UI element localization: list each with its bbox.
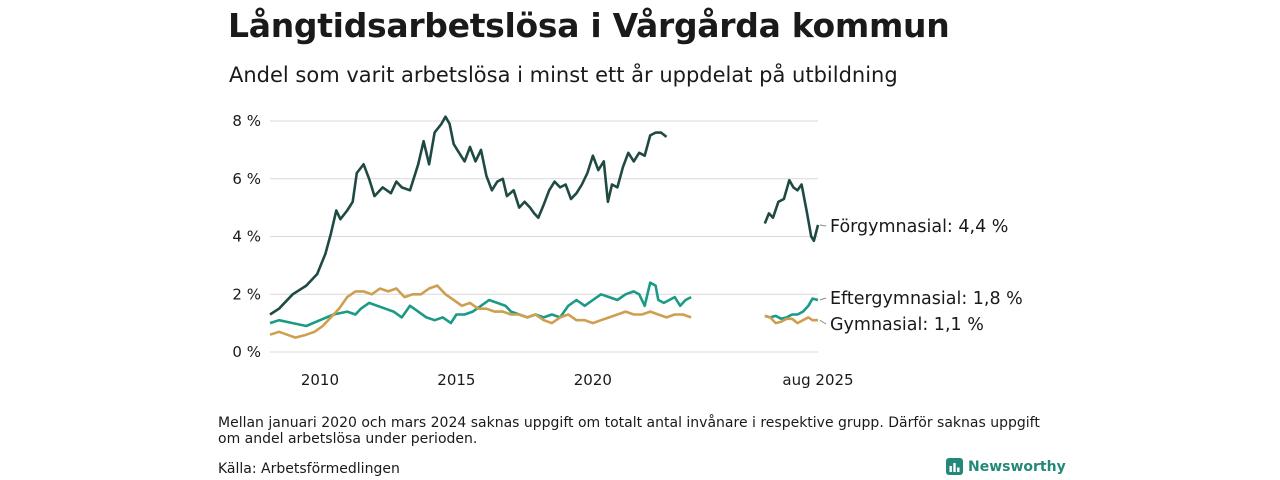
bar-chart-icon	[946, 458, 963, 475]
x-tick-label: 2015	[437, 371, 475, 389]
gridlines	[270, 120, 818, 353]
y-axis-ticks: 0 % 2 % 4 % 6 % 8 %	[232, 112, 261, 361]
chart-title: Långtidsarbetslösa i Vårgårda kommun	[228, 6, 950, 45]
y-tick-label: 6 %	[232, 170, 261, 188]
series-label-eftergymnasial: Eftergymnasial: 1,8 %	[830, 289, 1023, 309]
x-tick-label: aug 2025	[782, 371, 853, 389]
series-line-gymnasial	[269, 284, 692, 339]
y-tick-label: 2 %	[232, 285, 261, 303]
x-tick-label: 2010	[301, 371, 339, 389]
series-line-förgymnasial	[763, 178, 820, 243]
y-tick-label: 8 %	[232, 112, 261, 130]
series-label-gymnasial: Gymnasial: 1,1 %	[830, 315, 984, 335]
newsworthy-logo: Newsworthy	[946, 458, 1066, 475]
x-axis-ticks: 2010 2015 2020 aug 2025	[301, 371, 854, 389]
series-end-labels: Förgymnasial: 4,4 % Eftergymnasial: 1,8 %…	[819, 217, 1023, 335]
logo-text: Newsworthy	[968, 458, 1066, 475]
series-lines	[269, 115, 820, 339]
label-connector	[819, 297, 827, 301]
source-text: Källa: Arbetsförmedlingen	[218, 461, 400, 477]
label-connector	[819, 319, 827, 325]
y-tick-label: 0 %	[232, 343, 261, 361]
y-tick-label: 4 %	[232, 228, 261, 246]
series-label-förgymnasial: Förgymnasial: 4,4 %	[830, 217, 1008, 237]
series-line-eftergymnasial	[764, 297, 819, 321]
footnote: Mellan januari 2020 och mars 2024 saknas…	[218, 415, 1040, 447]
series-line-eftergymnasial	[269, 281, 692, 328]
chart-subtitle: Andel som varit arbetslösa i minst ett å…	[229, 63, 898, 87]
line-chart: 0 % 2 % 4 % 6 % 8 % 2010 2015 2020 aug 2025 För…	[232, 112, 1023, 389]
series-line-gymnasial	[764, 314, 818, 325]
series-line-förgymnasial	[269, 115, 668, 316]
x-tick-label: 2020	[574, 371, 612, 389]
label-connector	[819, 224, 827, 227]
